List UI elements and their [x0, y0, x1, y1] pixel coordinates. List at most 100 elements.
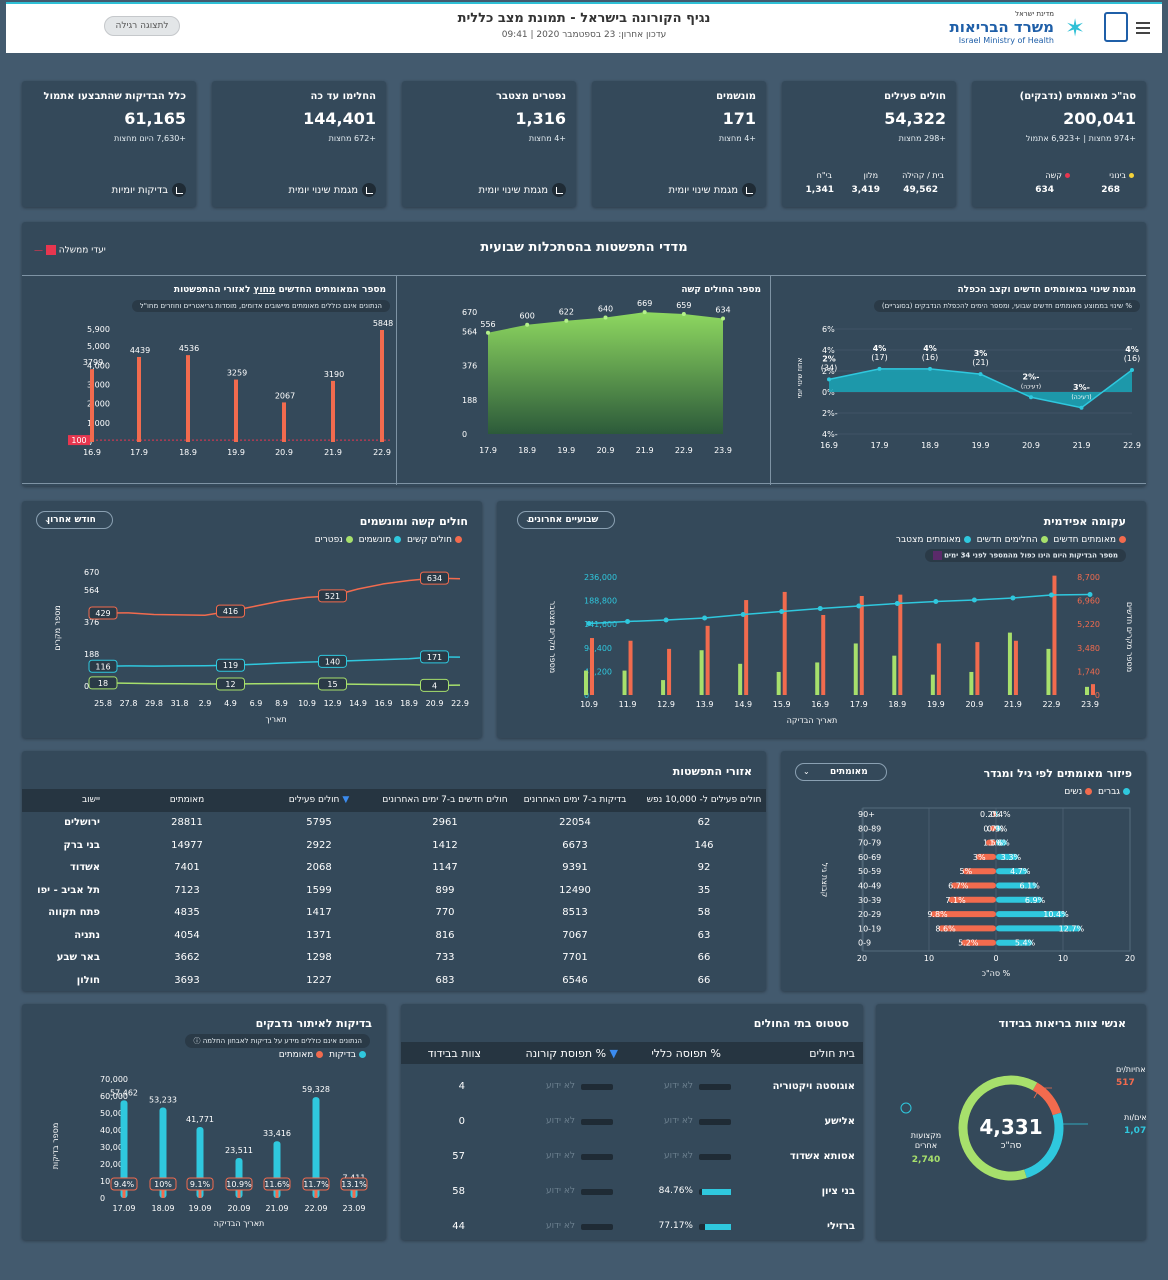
tick-label: 0	[462, 430, 467, 439]
severe-range-dropdown[interactable]: חודש אחרון	[36, 511, 113, 529]
staff-title: אנשי צוות בריאות בבידוד	[998, 1017, 1126, 1030]
table-row[interactable]: 62 22054 2961 5795 28811 ירושלים	[22, 812, 766, 835]
daily-trend-button[interactable]: בדיקות יומיות	[112, 183, 186, 197]
kpi-delta: +974 מחצות | +6,923 אתמול	[1025, 134, 1136, 143]
table-cell: 146	[694, 839, 714, 851]
column-header[interactable]: בית חולים	[809, 1047, 855, 1060]
hospital-row[interactable]: אלישע לא ידוע לא ידוע 0	[401, 1109, 863, 1139]
female-bar	[985, 839, 996, 846]
table-cell: 1599	[306, 884, 332, 896]
hospital-row[interactable]: ברזילי 77.17% לא ידוע 44	[401, 1214, 863, 1244]
x-tick-label: 19.9	[227, 448, 245, 457]
chevron-down-icon[interactable]: ⌄	[525, 515, 532, 524]
table-cell: 1298	[306, 952, 332, 964]
value-badge	[420, 571, 449, 585]
age-gender-chart: 20 10 0 10 20 % סה"כ קבוצת גיל +90 0.2%0.4% 80-89…	[820, 807, 1135, 978]
table-cell: פתח תקווה	[48, 907, 100, 919]
data-label: 171	[427, 653, 442, 662]
table-row[interactable]: 66 6546 683 1227 3693 חולון	[22, 969, 766, 992]
x-tick-label: 16.9	[83, 448, 101, 457]
table-row[interactable]: 146 6673 1412 2922 14977 בני ברק	[22, 834, 766, 857]
age-measure-dropdown[interactable]: מאומתים	[795, 763, 887, 781]
data-label: 6.1%	[1020, 882, 1041, 891]
data-label: 4536	[179, 344, 199, 353]
column-header[interactable]: חולים חדשים ב-7 ימים האחרונים	[382, 795, 508, 806]
table-cell: 62	[697, 817, 711, 829]
tick-label: 3,000	[87, 381, 110, 390]
table-cell: 7701	[562, 952, 588, 964]
segment-value: 517	[1116, 1078, 1135, 1088]
donut-segment	[958, 1075, 1064, 1181]
general-occupancy-bar	[699, 1189, 731, 1195]
x-tick-label: 18.9	[179, 448, 197, 457]
y-tick-label: 236,000	[584, 573, 617, 582]
column-header[interactable]: ▼ חולים פעילים	[288, 795, 350, 806]
severe-area	[488, 312, 723, 434]
x-tick-label: 20.9	[965, 700, 983, 709]
daily-trend-button[interactable]: מגמת שינוי יומית	[479, 183, 566, 197]
column-header[interactable]: בדיקות ב-7 ימים האחרונים	[523, 795, 627, 806]
daily-trend-button[interactable]: מגמת שינוי יומית	[289, 183, 376, 197]
x-tick-label: 18.9	[921, 441, 939, 450]
data-point	[1087, 592, 1093, 597]
table-row[interactable]: 35 12490 899 1599 7123 תל אביב - יפו	[22, 879, 766, 902]
general-occupancy-unknown: לא ידוע	[663, 1151, 693, 1161]
data-label: 41,771	[186, 1115, 214, 1124]
table-cell: אשדוד	[69, 862, 100, 874]
data-point	[663, 617, 669, 623]
hospital-row[interactable]: בני ציון 84.76% לא ידוע 58	[401, 1179, 863, 1209]
x-tick-label: 20.9	[597, 446, 615, 455]
table-cell: בני ברק	[63, 839, 100, 851]
menu-icon[interactable]	[1136, 22, 1150, 34]
table-cell: 2961	[432, 817, 458, 829]
weekly-change-chart: 6%4%2%0%-2%-4%אחוז שינוי יומי 2%(34)16.94…	[796, 325, 1141, 450]
table-row[interactable]: 58 8513 770 1417 4835 פתח תקווה	[22, 902, 766, 925]
column-header[interactable]: צוות בבידוד	[427, 1047, 481, 1060]
table-cell: 5795	[306, 817, 332, 829]
data-label: 622	[559, 308, 574, 317]
chevron-down-icon[interactable]: ⌄	[44, 515, 51, 524]
data-label: (16)	[922, 353, 938, 362]
info-icon[interactable]	[900, 1102, 912, 1114]
info-icon[interactable]: ⓘ	[193, 1037, 201, 1045]
series-line	[102, 656, 461, 668]
data-label: 59,328	[302, 1085, 330, 1094]
last-updated: עדכון אחרון: 23 בספטמבר 2020 | 09:41	[501, 30, 667, 40]
table-cell: 1147	[432, 862, 458, 874]
column-header[interactable]: % תפוסה כללי	[651, 1047, 721, 1060]
column-header[interactable]: מאומתים	[169, 795, 205, 806]
tick-label: 376	[84, 618, 99, 627]
curve-range-dropdown[interactable]: שבועיים אחרונים	[517, 511, 616, 529]
table-row[interactable]: 66 7701 733 1298 3662 באר שבע	[22, 947, 766, 970]
table-row[interactable]: 92 9391 1147 2068 7401 אשדוד	[22, 857, 766, 880]
column-header[interactable]: חולים פעילים ל- 10,000 נפש	[646, 795, 762, 806]
x-tick-label: 23.9	[1081, 700, 1099, 709]
new-cases-bar	[1013, 640, 1018, 695]
regular-view-button[interactable]: לתצוגה רגילה	[104, 16, 180, 36]
y-tick-label: 0	[584, 691, 589, 700]
hospital-row[interactable]: אוגוסטה ויקטוריה לא ידוע לא ידוע 4	[401, 1074, 863, 1104]
tick-label: 1,000	[87, 419, 110, 428]
table-row[interactable]: 63 7067 816 1371 4054 נתניה	[22, 924, 766, 947]
table-cell: 2068	[306, 862, 332, 874]
series-line	[102, 577, 461, 616]
x-axis-label: תאריך הבדיקה	[787, 716, 838, 725]
data-label: 3190	[324, 370, 344, 379]
daily-trend-button[interactable]: מגמת שינוי יומית	[669, 183, 756, 197]
chevron-down-icon[interactable]: ⌄	[803, 767, 810, 776]
severe-title: חולים קשה ומונשמים	[359, 515, 468, 528]
target-marker	[68, 435, 90, 446]
x-tick-label: 0	[993, 954, 998, 963]
bar	[137, 356, 141, 442]
data-label: 8.6%	[935, 924, 956, 933]
hospital-row[interactable]: אסותא אשדוד לא ידוע לא ידוע 57	[401, 1144, 863, 1174]
y-tick-label: 1,740	[1077, 667, 1100, 676]
age-title: פיזור מאומתים לפי גיל ומגדר	[983, 767, 1132, 780]
column-header[interactable]: יישוב	[81, 795, 100, 806]
female-bar	[961, 939, 996, 946]
male-bar	[996, 825, 1001, 832]
recovered-bar	[1085, 686, 1089, 695]
column-header[interactable]: ▼ % תפוסת קורונה	[525, 1047, 618, 1060]
tests-bar	[159, 1107, 167, 1198]
age-legend: גברים נשים	[1064, 787, 1130, 797]
